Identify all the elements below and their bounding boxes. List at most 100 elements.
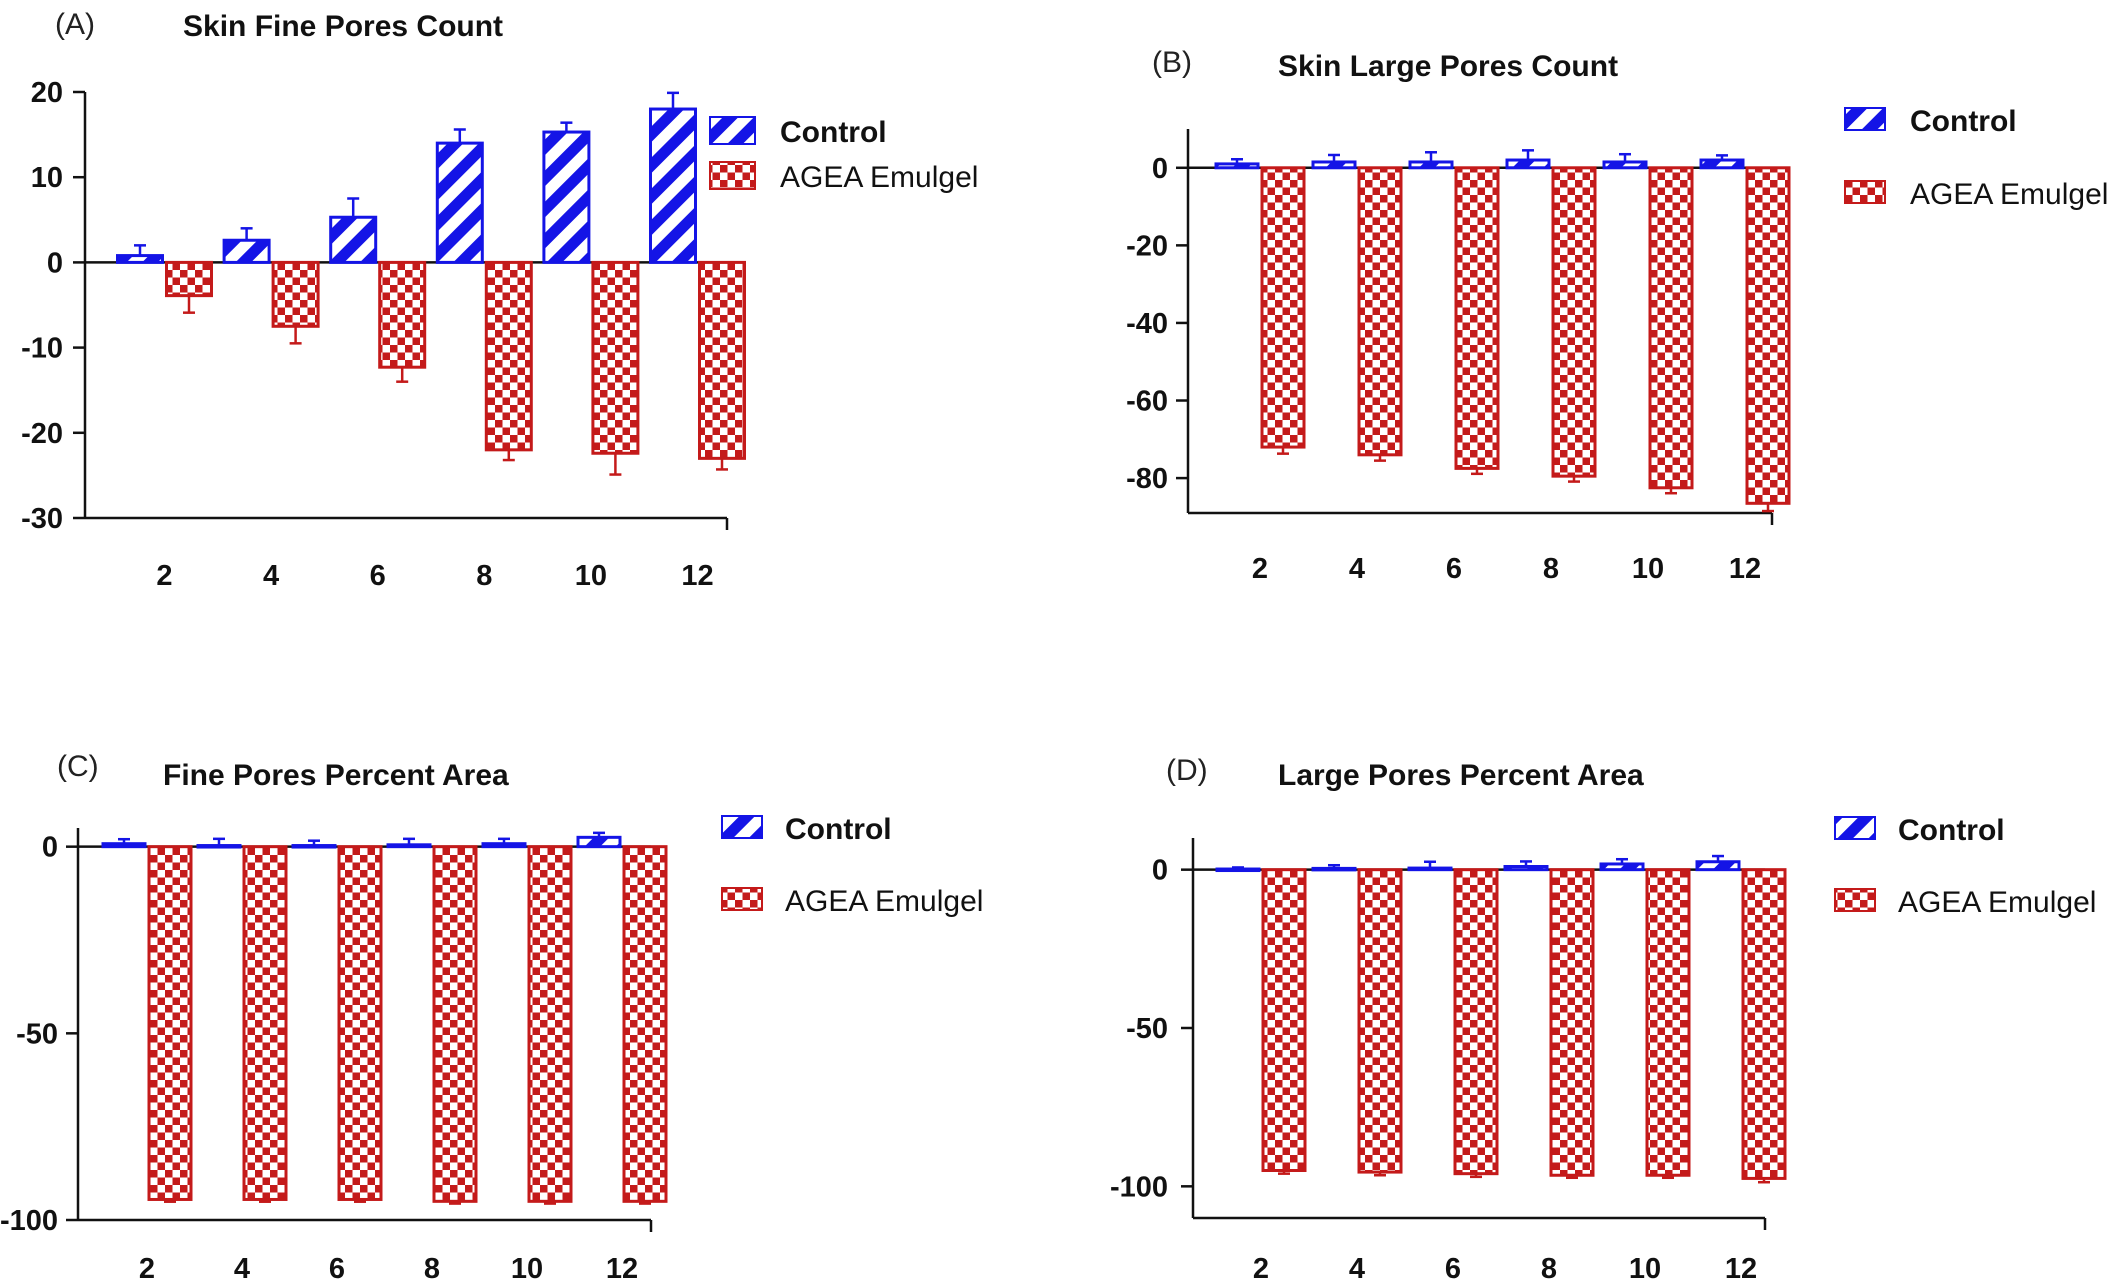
panel-d-title: Large Pores Percent Area bbox=[1278, 759, 1644, 792]
bar-control-2 bbox=[1214, 162, 1260, 170]
y-tick-label: -100 bbox=[0, 1205, 58, 1237]
legend-swatch-control bbox=[709, 116, 756, 145]
bar-control-6 bbox=[1408, 160, 1454, 170]
legend-label-agea: AGEA Emulgel bbox=[780, 161, 978, 194]
x-tick-label: 6 bbox=[1446, 553, 1462, 585]
y-tick-label: 0 bbox=[1152, 153, 1168, 185]
x-tick-label: 10 bbox=[511, 1253, 543, 1281]
bar-control-10 bbox=[1602, 160, 1648, 170]
panel-a: (A) Skin Fine Pores Count 20 10 0 -10 -20 -30… bbox=[21, 8, 978, 592]
panel-c-label: (C) bbox=[57, 750, 99, 783]
y-tick-label: -100 bbox=[1110, 1171, 1168, 1203]
panel-b-plot: 0 -20 -40 -60 -80 2 4 6 8 10 12 bbox=[1126, 129, 1791, 585]
bar-agea-6 bbox=[1453, 868, 1499, 1176]
x-tick-label: 2 bbox=[1253, 1253, 1269, 1281]
bar-control-2 bbox=[1215, 867, 1261, 873]
bar-agea-2 bbox=[1261, 868, 1307, 1173]
x-tick-label: 4 bbox=[234, 1253, 250, 1281]
bar-agea-8 bbox=[432, 845, 478, 1203]
legend-label-control: Control bbox=[1910, 105, 2017, 138]
panel-d-label: (D) bbox=[1166, 754, 1208, 787]
y-tick-label: 0 bbox=[42, 832, 58, 864]
legend-label-agea: AGEA Emulgel bbox=[785, 885, 983, 918]
x-tick-label: 12 bbox=[1725, 1253, 1757, 1281]
x-tick-label: 2 bbox=[139, 1253, 155, 1281]
x-tick-label: 4 bbox=[1349, 553, 1365, 585]
y-tick-label: -20 bbox=[21, 418, 63, 450]
x-tick-label: 2 bbox=[1252, 553, 1268, 585]
bar-agea-6 bbox=[378, 260, 427, 369]
bar-agea-2 bbox=[165, 260, 213, 298]
legend-label-control: Control bbox=[785, 813, 892, 846]
legend-swatch-control bbox=[721, 815, 763, 839]
panel-c-plot: 0 -50 -100 2 4 6 8 10 12 bbox=[0, 828, 668, 1281]
panel-d-plot: 0 -50 -100 2 4 6 8 10 12 bbox=[1110, 838, 1787, 1281]
y-tick-label: 10 bbox=[31, 162, 63, 194]
bar-control-8 bbox=[386, 843, 432, 849]
legend-swatch-control bbox=[1834, 816, 1876, 840]
bar-control-12 bbox=[1699, 158, 1745, 170]
panel-d: (D) Large Pores Percent Area 0 -50 -100 2 4 6… bbox=[1110, 754, 2096, 1281]
bar-agea-10 bbox=[527, 845, 573, 1203]
bar-control-6 bbox=[1407, 866, 1453, 872]
bar-control-4 bbox=[1311, 160, 1357, 170]
legend-label-agea: AGEA Emulgel bbox=[1898, 886, 2096, 919]
legend-swatch-agea bbox=[721, 887, 763, 911]
bar-agea-12 bbox=[1741, 868, 1787, 1180]
panel-a-label: (A) bbox=[55, 8, 95, 41]
x-tick-label: 12 bbox=[606, 1253, 638, 1281]
bar-control-10 bbox=[1599, 862, 1645, 872]
bar-agea-10 bbox=[1648, 166, 1694, 490]
x-tick-label: 6 bbox=[329, 1253, 345, 1281]
x-tick-label: 8 bbox=[1541, 1253, 1557, 1281]
panel-a-plot: 20 10 0 -10 -20 -30 2 4 6 8 10 12 bbox=[21, 77, 746, 592]
bar-control-10 bbox=[481, 842, 527, 849]
y-tick-label: -20 bbox=[1126, 230, 1168, 262]
y-tick-label: -40 bbox=[1126, 308, 1168, 340]
legend-swatch-agea bbox=[1844, 180, 1886, 204]
x-tick-label: 12 bbox=[1729, 553, 1761, 585]
bar-control-12 bbox=[576, 835, 622, 849]
bar-agea-4 bbox=[1357, 166, 1403, 457]
x-tick-label: 6 bbox=[370, 560, 386, 592]
y-tick-label: -50 bbox=[16, 1018, 58, 1050]
bar-agea-12 bbox=[1745, 166, 1791, 505]
bar-control-6 bbox=[329, 215, 378, 264]
bar-agea-8 bbox=[484, 260, 533, 452]
bar-agea-10 bbox=[591, 260, 640, 455]
bar-control-4 bbox=[222, 238, 271, 264]
bar-control-8 bbox=[1505, 158, 1551, 170]
y-tick-label: -80 bbox=[1126, 463, 1168, 495]
legend-label-control: Control bbox=[780, 116, 887, 149]
bar-agea-12 bbox=[698, 260, 746, 460]
bar-agea-4 bbox=[242, 845, 288, 1201]
bar-control-6 bbox=[291, 844, 337, 849]
bar-agea-6 bbox=[1454, 166, 1500, 470]
bar-control-4 bbox=[196, 844, 242, 849]
y-tick-label: -10 bbox=[21, 333, 63, 365]
panel-a-legend: Control AGEA Emulgel bbox=[709, 116, 978, 194]
bar-control-2 bbox=[116, 254, 164, 264]
x-tick-label: 6 bbox=[1445, 1253, 1461, 1281]
legend-swatch-agea bbox=[709, 161, 756, 190]
x-tick-label: 8 bbox=[1543, 553, 1559, 585]
bar-agea-8 bbox=[1549, 868, 1595, 1177]
bar-agea-2 bbox=[1260, 166, 1306, 449]
panel-b-title: Skin Large Pores Count bbox=[1278, 50, 1618, 83]
x-tick-label: 4 bbox=[1349, 1253, 1365, 1281]
bar-agea-4 bbox=[1357, 868, 1403, 1174]
x-tick-label: 10 bbox=[1632, 553, 1664, 585]
bar-control-4 bbox=[1311, 866, 1357, 872]
bar-control-12 bbox=[1695, 860, 1741, 872]
x-tick-label: 12 bbox=[681, 560, 713, 592]
bar-control-12 bbox=[649, 107, 697, 264]
panel-b-label: (B) bbox=[1152, 46, 1192, 79]
x-tick-label: 2 bbox=[156, 560, 172, 592]
y-tick-label: 20 bbox=[31, 77, 63, 109]
y-tick-label: 0 bbox=[47, 247, 63, 279]
x-tick-label: 10 bbox=[575, 560, 607, 592]
panel-b: (B) Skin Large Pores Count 0 -20 -40 -60 -80… bbox=[1126, 46, 2108, 585]
panel-b-legend: Control AGEA Emulgel bbox=[1844, 105, 2108, 211]
bar-control-8 bbox=[1503, 865, 1549, 872]
